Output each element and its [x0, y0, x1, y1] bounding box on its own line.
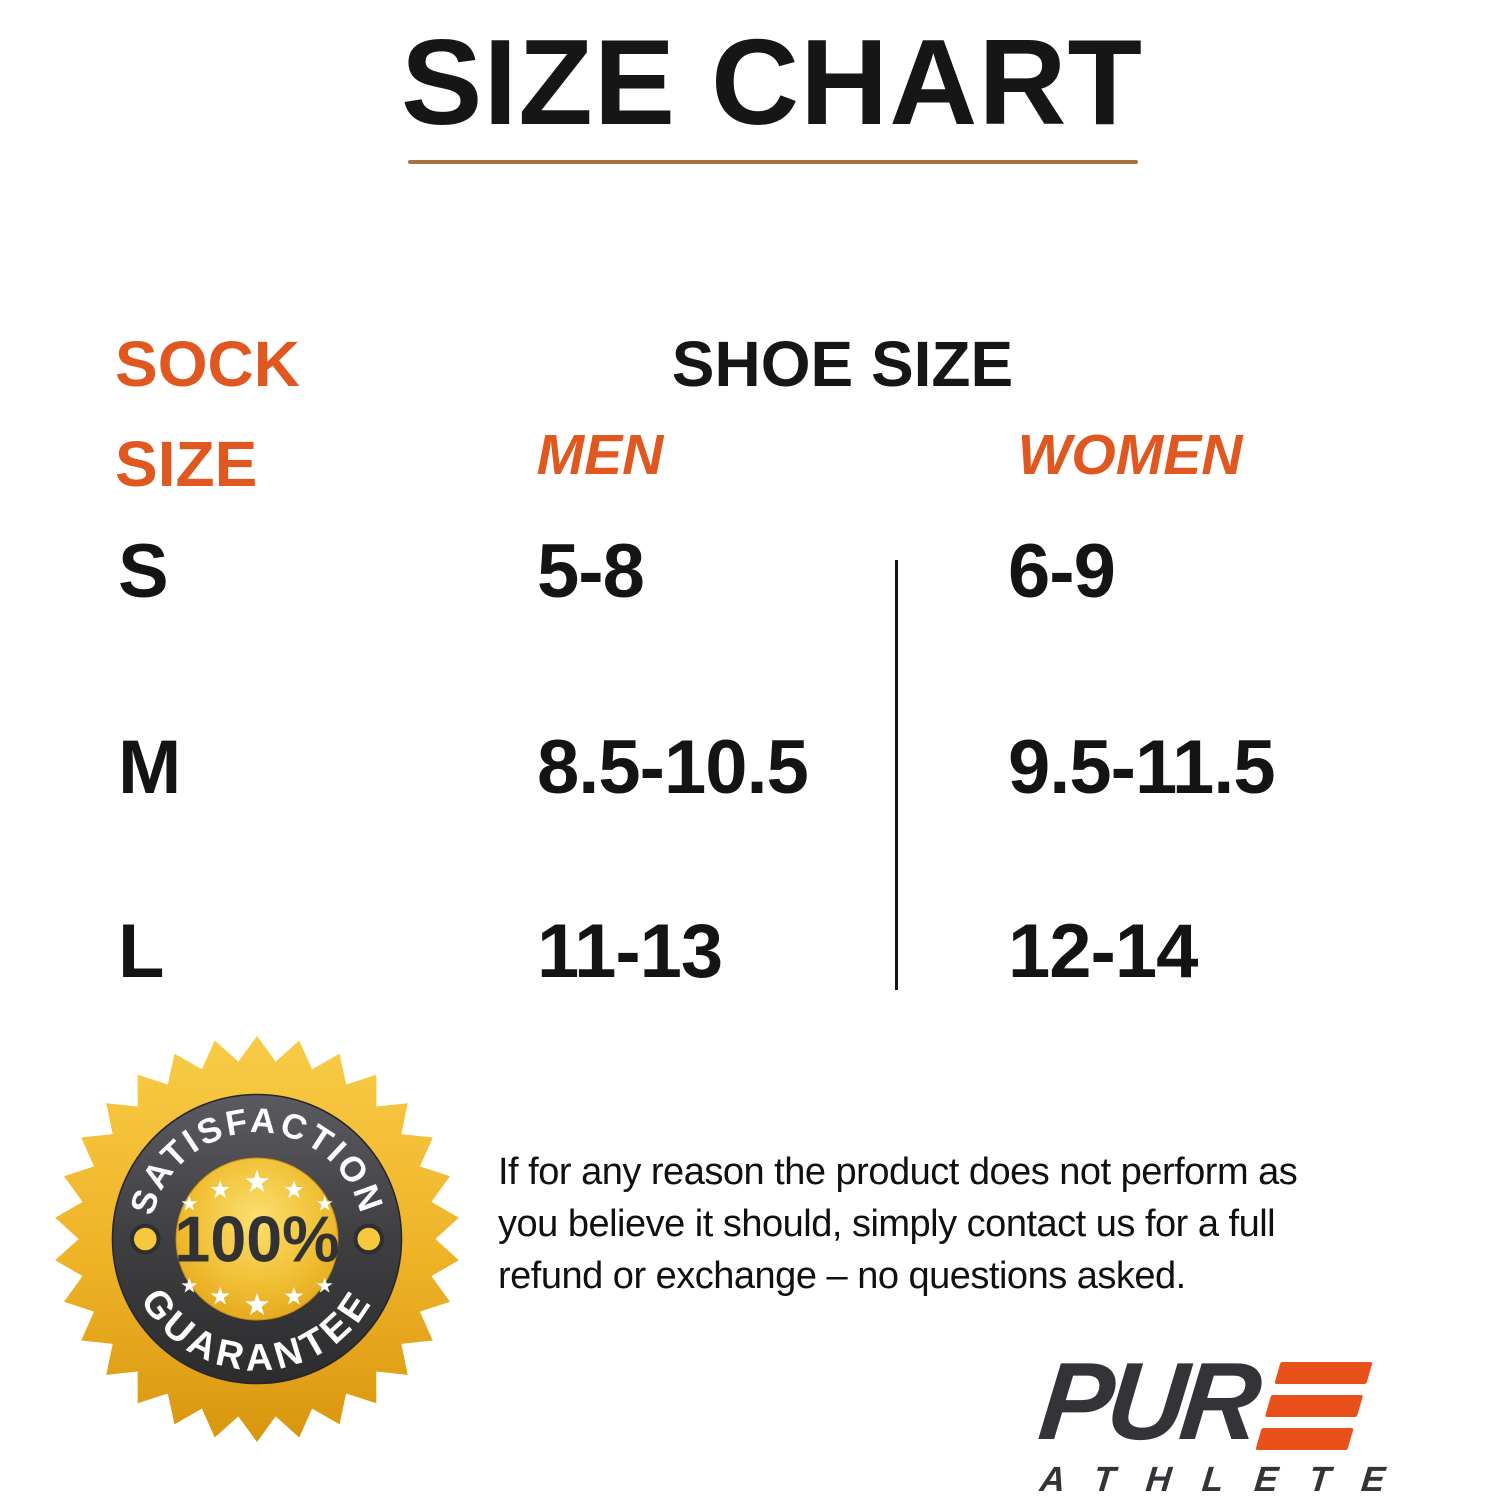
row-label-s: S	[118, 529, 169, 614]
cell-s-men: 5-8	[537, 529, 645, 614]
column-header-men: MEN	[536, 423, 664, 487]
table-row-small: S 5-8 6-9	[0, 528, 1500, 628]
star-icon: ★	[243, 1164, 271, 1200]
star-icon: ★	[315, 1191, 333, 1215]
row-label-l: L	[118, 909, 164, 994]
title-underline	[408, 160, 1138, 164]
star-icon: ★	[283, 1175, 305, 1204]
star-icon: ★	[180, 1273, 198, 1297]
star-icon: ★	[315, 1273, 333, 1297]
column-header-women: WOMEN	[1017, 423, 1243, 487]
cell-m-men: 8.5-10.5	[537, 725, 809, 810]
guarantee-paragraph: If for any reason the product does not p…	[498, 1146, 1318, 1302]
star-icon: ★	[209, 1175, 231, 1204]
logo-text-pur: PUR	[1033, 1340, 1261, 1463]
cell-l-women: 12-14	[1008, 909, 1198, 994]
badge-star-arcs: ★ ★ ★ ★ ★ ★ ★ ★ ★ ★	[180, 1164, 334, 1323]
badge-inner-circle	[175, 1157, 339, 1321]
column-group-header-shoe-size: SHOE SIZE	[671, 328, 1014, 400]
table-row-medium: M 8.5-10.5 9.5-11.5	[0, 724, 1500, 824]
column-divider-line	[895, 560, 898, 990]
cell-l-men: 11-13	[537, 909, 723, 994]
cell-m-women: 9.5-11.5	[1008, 725, 1276, 810]
sock-size-line2: SIZE	[115, 428, 258, 500]
logo-letter-e-bars-icon	[1255, 1362, 1373, 1450]
star-icon: ★	[243, 1287, 271, 1323]
logo-text-athlete: ATHLETE	[1038, 1460, 1418, 1499]
guarantee-line-1: If for any reason the product does not p…	[498, 1151, 1298, 1193]
table-row-large: L 11-13 12-14	[0, 908, 1500, 1008]
star-icon: ★	[180, 1191, 198, 1215]
cell-s-women: 6-9	[1008, 529, 1116, 614]
guarantee-line-3: refund or exchange – no questions asked.	[498, 1255, 1186, 1297]
row-group-header-sock-size: SOCK SIZE	[115, 314, 300, 514]
page-title: SIZE CHART	[401, 14, 1143, 150]
badge-center-percentage: 100%	[174, 1204, 339, 1276]
sock-size-line1: SOCK	[115, 328, 300, 400]
star-icon: ★	[283, 1282, 305, 1311]
guarantee-line-2: you believe it should, simply contact us…	[498, 1203, 1276, 1245]
satisfaction-guarantee-badge-icon: SATISFACTION GUARANTEE ★ ★ ★ ★ ★ ★ ★ ★ ★…	[55, 1036, 459, 1442]
badge-right-rivet-icon	[353, 1223, 385, 1255]
logo-wordmark-row: PUR	[1034, 1340, 1485, 1463]
pure-athlete-logo: PUR ATHLETE	[1034, 1340, 1485, 1500]
row-label-m: M	[118, 725, 181, 810]
star-icon: ★	[209, 1282, 231, 1311]
badge-left-rivet-icon	[129, 1223, 161, 1255]
